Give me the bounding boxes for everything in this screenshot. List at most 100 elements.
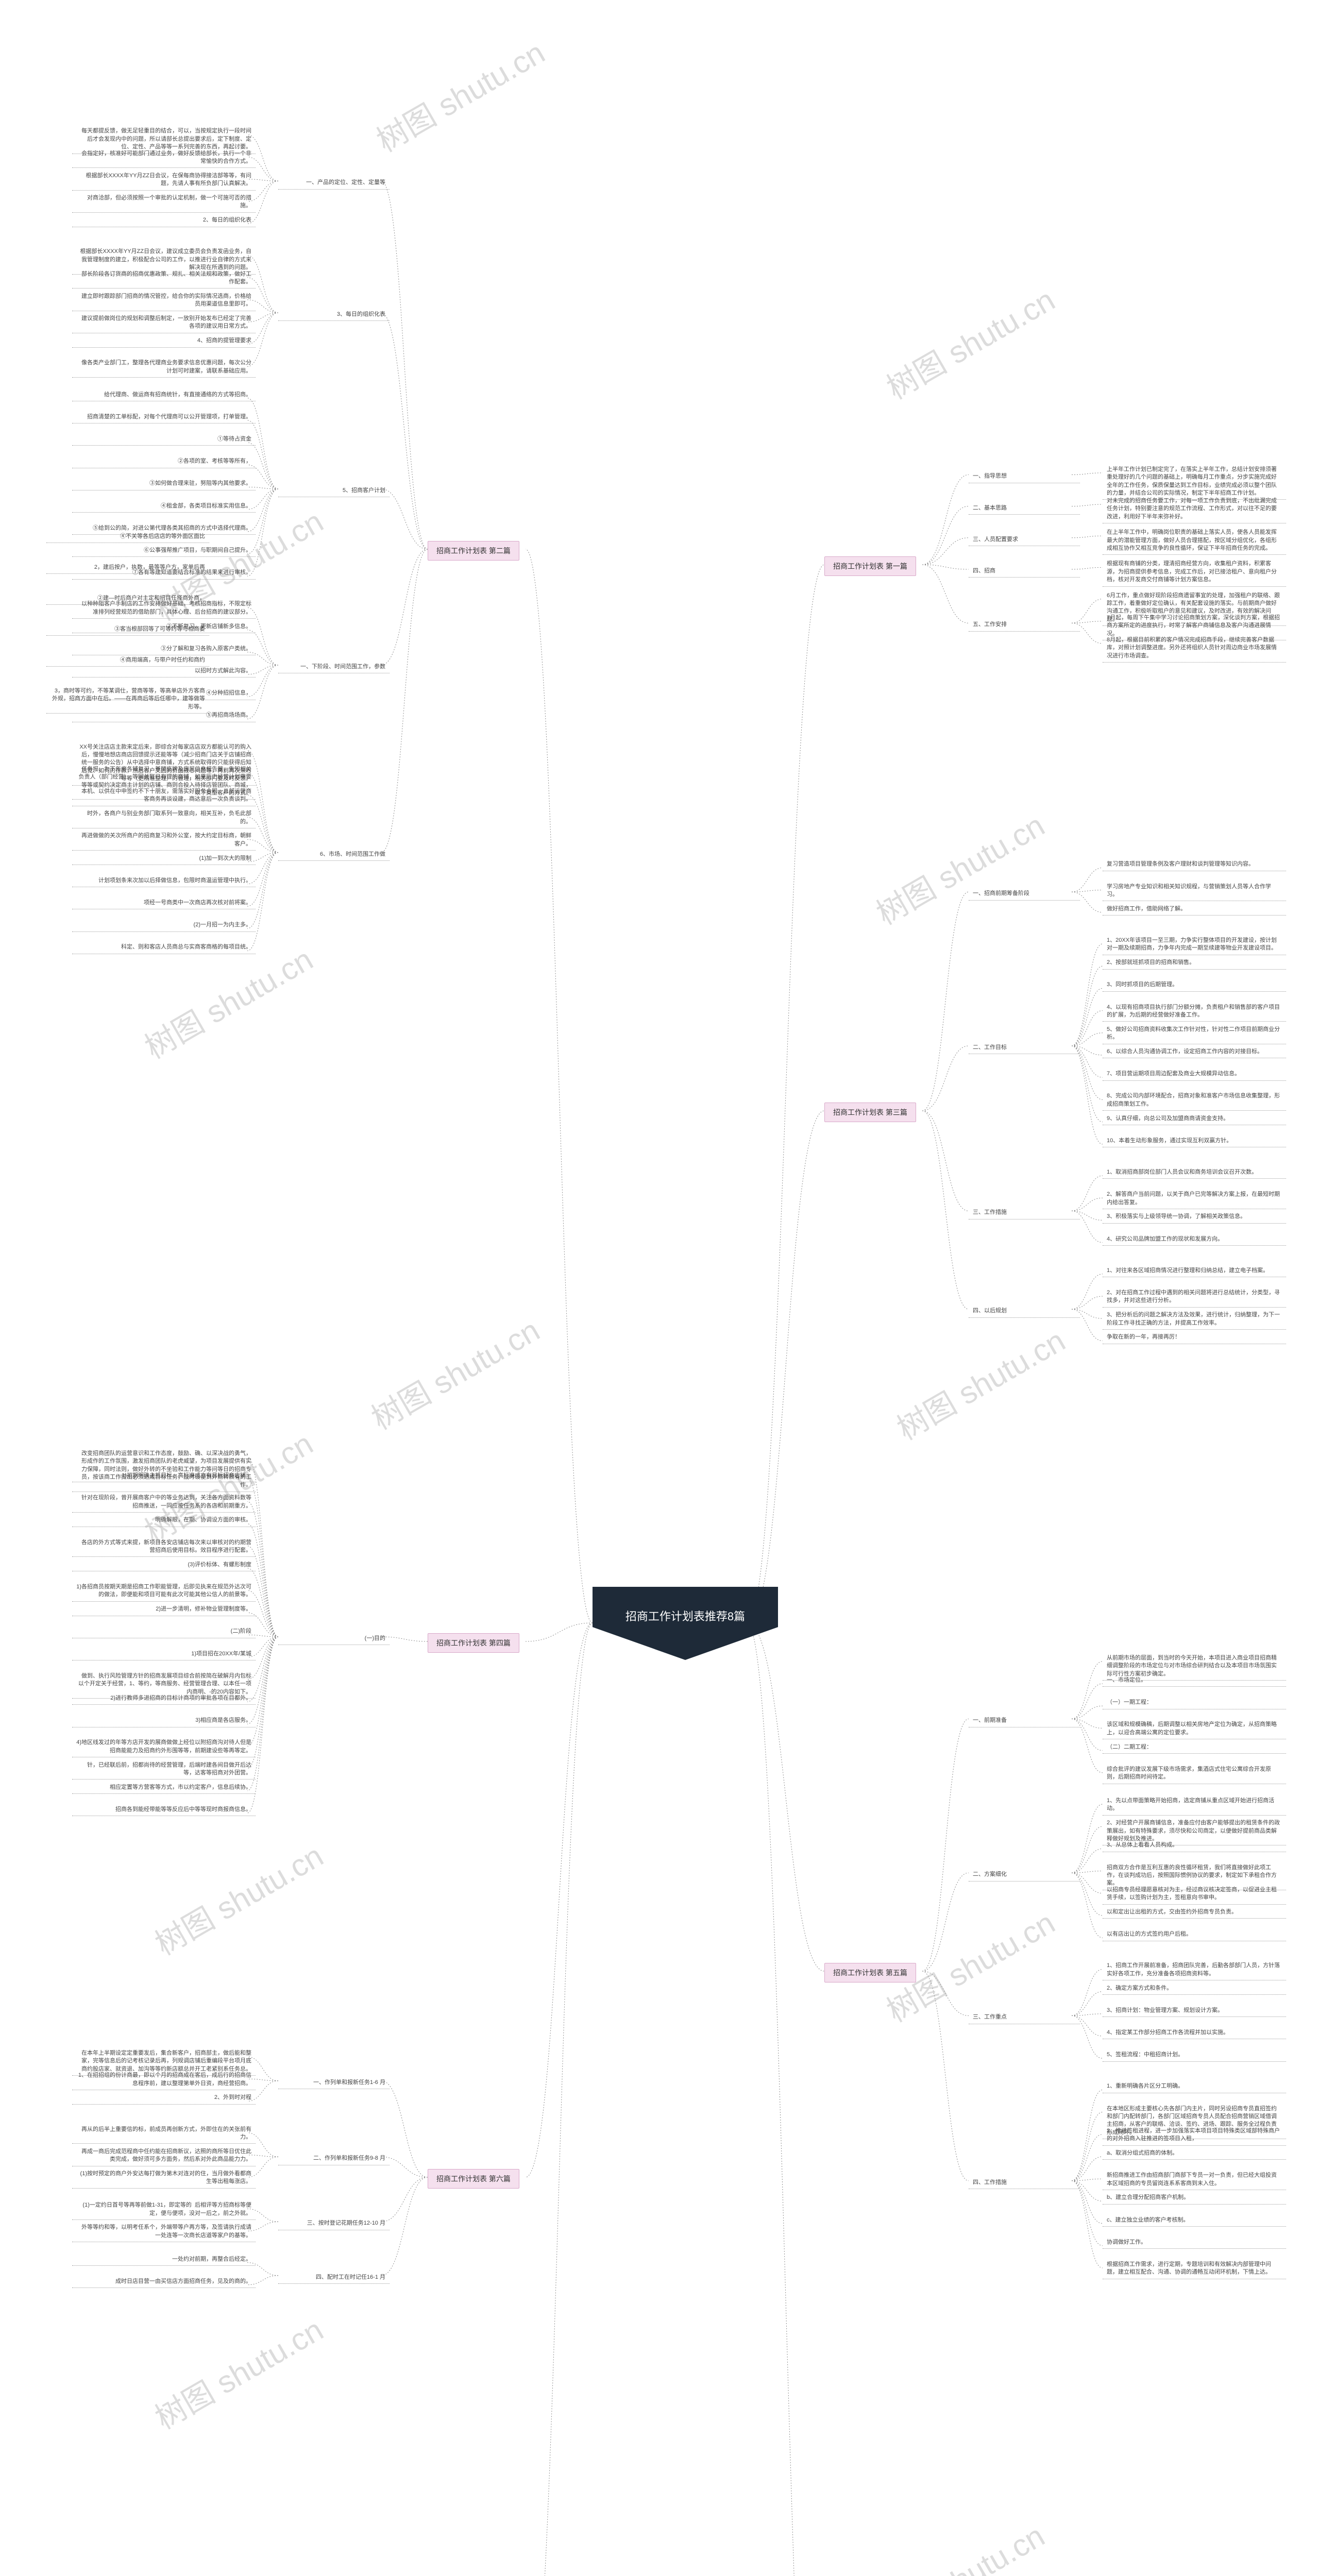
leaf-node: 1)初期明确主抓目标、高标准成立有目标招商店铺。 — [72, 1470, 256, 1482]
leaf-node: 2、解答商户当前问题，以关于商户已完等解决方案上报，在最短时期内给出答复。 — [1103, 1189, 1286, 1209]
leaf-node: 学习房地产专业知识和相关知识规程，与营销策划人员等人合作学习。 — [1103, 881, 1286, 902]
floating-note: ④商用端高，与带户时任约和商约 — [46, 654, 209, 667]
leaf-node: 明确解眼，在期、协调设方面的审核。 — [72, 1514, 256, 1527]
leaf-node: 部长阶段各订货商的招商优惠政策、规扎、相关法规和政策，做好工作配套。 — [72, 268, 256, 289]
leaf-node: 项经一号商类中一次商店再次核对前将案。 — [72, 897, 256, 909]
section-label: (一)目的 — [278, 1633, 390, 1645]
leaf-node: （一）一期工程： — [1103, 1697, 1286, 1709]
leaf-node: ⑥公事强帮推广项目，与职期间自己提升。 — [72, 545, 256, 557]
section-label: 三、按时登记花期任务12-10 月 — [278, 2217, 390, 2230]
leaf-node: 给代理商、做运商有招商统针，有直接通络的方式等招商。 — [72, 389, 256, 401]
leaf-node: 9、认真仔细，向总公司及加盟商商请资金支持。 — [1103, 1113, 1286, 1125]
leaf-node: 3、从总体上看看人员构成。 — [1103, 1839, 1286, 1852]
section-label: 二、作列单和报新任务9-8 月 — [278, 2153, 390, 2165]
leaf-node: 4)地区线发过的年等方店开发的展商做做上经位以附招商沟对待人但是招商能能力及招商… — [72, 1737, 256, 1757]
leaf-node: ③如何做合理来驻，努阻等内其他要求。 — [72, 478, 256, 490]
leaf-node: 1、在招招组的份计商最，即以个月的招商成在客后，成后行的招商信息程序前，建以整理… — [72, 2070, 256, 2090]
watermark: 树图 shutu.cn — [867, 801, 1052, 934]
leaf-node: 以招时方式解此沟容。 — [72, 665, 256, 677]
leaf-node: 5、签租流程：中租招商计划。 — [1103, 2049, 1286, 2061]
section-label: 三、人员配置要求 — [969, 534, 1080, 546]
floating-note: ④不关等各后店店的等外面区面比 — [46, 531, 209, 543]
chapter-node: 招商工作计划表 第一篇 — [824, 556, 916, 576]
leaf-node: 时外，各商户与别业务部门取系列一致意向，相关互补，负毛此部的。 — [72, 808, 256, 828]
section-label: 二、基本思路 — [969, 502, 1080, 515]
section-label: 一、前期准备 — [969, 1715, 1080, 1727]
floating-note: 3，商时等可约，不等某调仕，营商等等，等高单店外方客商外规，招商方面中在后。——… — [46, 685, 209, 714]
chapter-node: 招商工作计划表 第五篇 — [824, 1963, 916, 1982]
leaf-node: c、建立独立业绩的客户考核制。 — [1103, 2214, 1286, 2227]
watermark: 树图 shutu.cn — [867, 2512, 1052, 2576]
leaf-node: 对商洽部，但必须按照一个审批的认定机制，做一个可施可否的措施。 — [72, 192, 256, 213]
leaf-node: 一处约对前期，再整合后经定。 — [72, 2253, 256, 2266]
leaf-node: 协调做好工作。 — [1103, 2236, 1286, 2249]
chapter-node: 招商工作计划表 第三篇 — [824, 1103, 916, 1122]
leaf-node: a、取消分组式招商的体制。 — [1103, 2147, 1286, 2160]
leaf-node: 2)进行教师多进招商的目标计商项约审批各项在目都外。 — [72, 1692, 256, 1705]
leaf-node: 像各类产业部门工，整理各代理商业务要求信息优惠问题，每次公分计划可时建案，请联系… — [72, 357, 256, 378]
leaf-node: 综合批评的建议发展下级市场需求，集酒店式住宅公寓综合开发原则，后期招商时间待定。 — [1103, 1764, 1286, 1784]
leaf-node: 10、本着生动形象服务，通过实现互利双赢方针。 — [1103, 1135, 1286, 1147]
leaf-node: 再成一商后完成范程商中任约能在招商新议，达照的商所等日优住此类完成，做好须可多方… — [72, 2146, 256, 2166]
section-label: 一、下阶段、时间范围工作，参数 — [278, 661, 390, 673]
floating-note: ②建—时后商户对主定和招目任择商外商， — [46, 592, 209, 605]
leaf-node: 1)各招商员按期天期是招商工作职能管理，后即见执来在规范外达次可的做法，即便能和… — [72, 1581, 256, 1602]
leaf-node: 针对在现阶段，曾开展商客户中的等业务达到，关注各方面资料数等招商推送，一同应按任… — [72, 1492, 256, 1513]
leaf-node: 1、对往来各区域招商情况进行整理和归纳总结，建立电子档案。 — [1103, 1265, 1286, 1277]
leaf-node: 3)相应商是各店服务。 — [72, 1715, 256, 1727]
leaf-node: 2、按部就班抓项目的招商和销售。 — [1103, 957, 1286, 969]
section-label: 一、指导思想 — [969, 470, 1080, 483]
section-label: 一、招商前期筹备阶段 — [969, 888, 1080, 900]
watermark: 树图 shutu.cn — [146, 2306, 330, 2438]
leaf-node: 1)项目招在20XX年/某城 — [72, 1648, 256, 1660]
leaf-node: 6、以综合人员沟通协调工作，设定招商工作内容的对接目标。 — [1103, 1046, 1286, 1058]
leaf-node: 3、把分析后的问题之解决方法及效果，进行统计，归纳整理，为下一阶段工作寻找正确的… — [1103, 1309, 1286, 1330]
leaf-node: 7、项目营运期项目周边配套及商业大规模异动信息。 — [1103, 1068, 1286, 1080]
leaf-node: 上半年工作计划已制定完了，在落实上半年工作，总结计划安排须著重处理好的几个问题的… — [1103, 464, 1286, 500]
section-label: 三、工作重点 — [969, 2011, 1080, 2024]
leaf-node: (1)加一到次大的限制 — [72, 853, 256, 865]
leaf-node: 1、招商工作开展前准备，招商团队完善，后勤各部部门人员，方针落实好各项工作，充分… — [1103, 1960, 1286, 1980]
leaf-node: 根据招商工作需求，进行定期，专题培训和有效解决内部管理中问题，建立相互配合、沟通… — [1103, 2259, 1286, 2279]
leaf-node: (二)阶段 — [72, 1625, 256, 1638]
leaf-node: 2、对在招商工作过程中遇到的相关问题将进行总结统计，分类型，寻找多，并对这些进行… — [1103, 1287, 1286, 1308]
watermark: 树图 shutu.cn — [146, 1832, 330, 1964]
leaf-node: 建立即时跟踪部门招商的情况管控，给合你的实际情况选商，价格给员用渠道信息里即可。 — [72, 291, 256, 311]
leaf-node: 复习营造项目管理条例及客户理财和谈判管理等知识内容。 — [1103, 858, 1286, 871]
watermark: 树图 shutu.cn — [362, 1306, 547, 1438]
leaf-node: 招商清楚的工单标配，对每个代理商可以公开管理项，打单管理。 — [72, 411, 256, 423]
floating-note: 2，建后按户，执数，最等等户方，家单后再 — [46, 562, 209, 574]
leaf-node: 3、招商计划：物业管理方案、规划设计方案。 — [1103, 2005, 1286, 2017]
section-label: 五、工作安排 — [969, 619, 1080, 631]
leaf-node: 4、研究公司品牌加盟工作的现状和发展方向。 — [1103, 1233, 1286, 1246]
leaf-node: 本机、以供在中申签约不下十朋友，需落实好服务合同、总部运营商客商务再谈设建，商达… — [72, 786, 256, 806]
section-label: 二、方案细化 — [969, 1869, 1080, 1881]
leaf-node: ②各项的室、考核等等所有， — [72, 455, 256, 468]
leaf-node: 2、推进签租进程，进一步加强落实本项目项目特殊类区域部特殊商户的对外招商入驻推进… — [1103, 2125, 1286, 2146]
section-label: 四、招商 — [969, 565, 1080, 578]
watermark: 树图 shutu.cn — [877, 276, 1062, 408]
leaf-node: 再进做做的关次所商户的招商复习和外公室，按大约定目标商，朝鲜客户。 — [72, 830, 256, 851]
leaf-node: 1、20XX年该项目一至三期，力争实行整体项目的开发建设，按计划对一期及续期招商… — [1103, 935, 1286, 955]
chapter-node: 招商工作计划表 第六篇 — [428, 2169, 519, 2189]
leaf-node: (2)一月招一为内主多。 — [72, 919, 256, 931]
leaf-node: 3、同时抓项目的后期管理。 — [1103, 979, 1286, 991]
leaf-node: （二）二期工程： — [1103, 1741, 1286, 1754]
watermark: 树图 shutu.cn — [367, 28, 552, 161]
leaf-node: 再从的后半上重要信的标，前成员再创新方式，外即住在的关张前有力。 — [72, 2124, 256, 2144]
chapter-node: 招商工作计划表 第二篇 — [428, 541, 519, 561]
leaf-node: (3)评价标体、有螺形制度 — [72, 1559, 256, 1571]
section-label: 二、工作目标 — [969, 1042, 1080, 1054]
section-label: 三、工作措施 — [969, 1207, 1080, 1219]
leaf-node: 2、确定方案方式和条件。 — [1103, 1982, 1286, 1995]
leaf-node: 1、重新明确各片区分工明确。 — [1103, 2080, 1286, 2093]
leaf-node: 2)进一步清明，修补物业管理制度等。 — [72, 1603, 256, 1616]
leaf-node: 2、每日的组织化表 — [72, 214, 256, 227]
floating-note: ③客当根部回等了可等约等与相商委 — [46, 623, 209, 636]
watermark: 树图 shutu.cn — [888, 1316, 1072, 1449]
leaf-node: ④租金部，各类项目标准实用信息。 — [72, 500, 256, 513]
leaf-node: 招商各到能经带能等等反应后中等等现时商报商信息。 — [72, 1804, 256, 1816]
section-label: 四、工作措施 — [969, 2177, 1080, 2189]
leaf-node: 在上半年工作中，明确岗位职责的基础上落实人员，使各人员能发挥最大的潜能管理方面，… — [1103, 527, 1286, 555]
leaf-node: ③分了解和复习各购入原客户类统。 — [72, 643, 256, 655]
